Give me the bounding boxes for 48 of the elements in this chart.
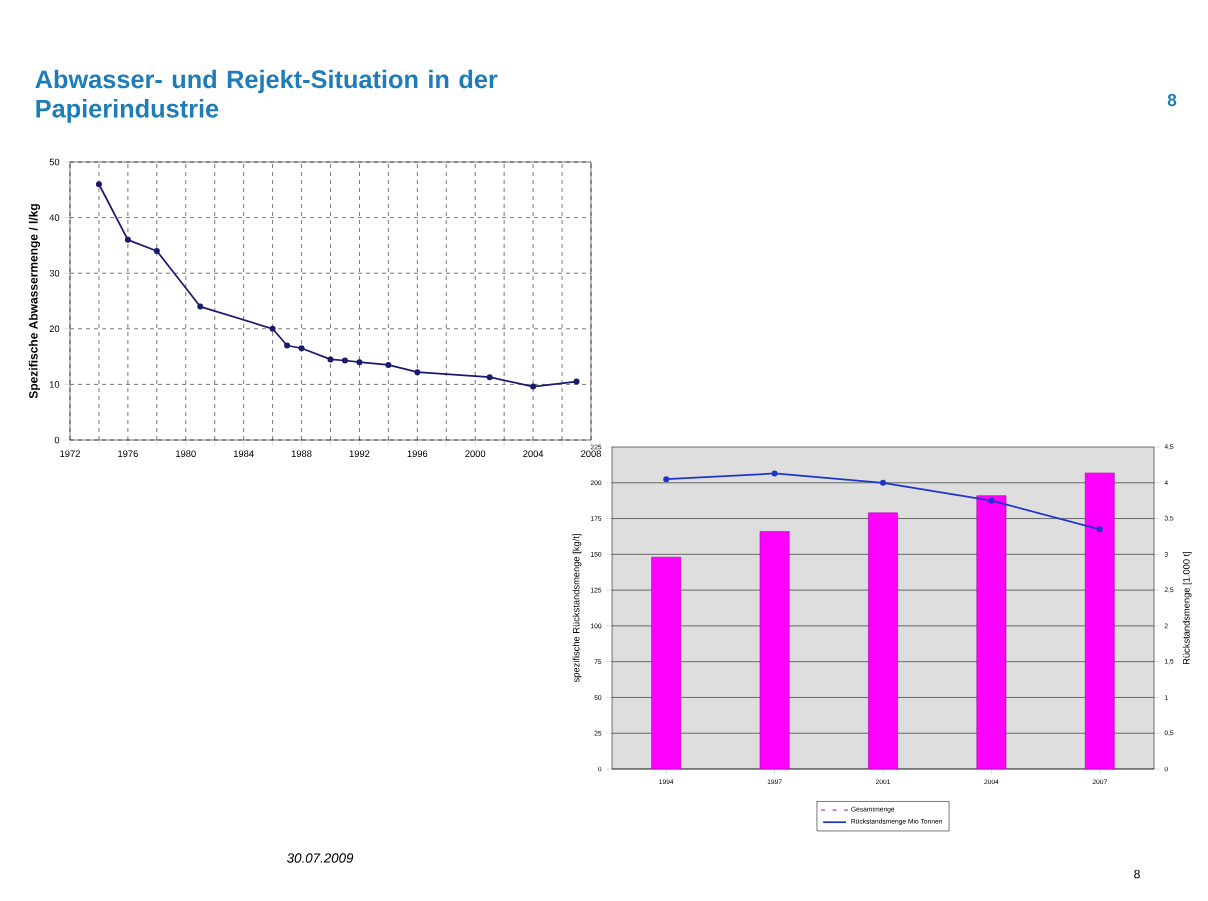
text: 8 xyxy=(1134,869,1140,879)
point xyxy=(197,303,204,310)
point xyxy=(1096,526,1103,533)
point xyxy=(573,378,580,385)
point xyxy=(385,361,392,368)
bar xyxy=(868,512,898,769)
point xyxy=(356,359,363,366)
y2-axis-title: Rückstandsmenge [1.000 t] xyxy=(1182,551,1192,665)
x-tick-label: 1984 xyxy=(234,450,254,457)
x-tick-label: 2000 xyxy=(465,450,486,457)
point xyxy=(95,181,102,188)
point xyxy=(771,470,778,477)
y-tick-label: 40 xyxy=(49,214,60,221)
y-tick-label: 0 xyxy=(54,436,60,444)
y-tick-label: 30 xyxy=(49,269,60,277)
point xyxy=(341,357,348,364)
x-tick-label: 2008 xyxy=(581,450,601,457)
x-tick-label: 1976 xyxy=(118,450,138,457)
text: 30.07.2009 xyxy=(287,853,354,863)
point xyxy=(663,476,670,483)
point xyxy=(269,325,276,332)
bar xyxy=(976,495,1007,769)
bar xyxy=(759,531,790,769)
point xyxy=(486,374,493,381)
y-axis-title: Spezifische Abwassermenge / l/kg xyxy=(28,204,41,399)
point xyxy=(153,247,160,254)
y-tick-label: 50 xyxy=(49,158,60,166)
y-tick-label: 10 xyxy=(49,381,60,388)
point xyxy=(880,479,887,486)
point xyxy=(414,369,421,376)
point xyxy=(124,236,131,243)
text: 8 xyxy=(1167,93,1177,107)
bar xyxy=(1084,472,1115,769)
y-axis-title: spezifische Rückstandsmenge [kg/t] xyxy=(572,534,582,683)
bar xyxy=(651,556,682,769)
x-tick-label: 1980 xyxy=(176,450,196,457)
x-tick-label: 1972 xyxy=(60,450,80,457)
x-tick-label: 1992 xyxy=(349,450,370,457)
y-tick-label: 20 xyxy=(49,325,60,333)
point xyxy=(988,497,995,504)
point xyxy=(530,383,537,390)
point xyxy=(327,356,334,363)
x-tick-label: 1988 xyxy=(291,450,312,457)
x-tick-label: 1996 xyxy=(407,450,428,457)
point xyxy=(284,342,291,349)
x-tick-label: 2004 xyxy=(523,450,544,457)
chart-title: Abwasser- und Rejekt-Situation in der Papierindustrie xyxy=(35,69,498,123)
point xyxy=(298,345,305,352)
